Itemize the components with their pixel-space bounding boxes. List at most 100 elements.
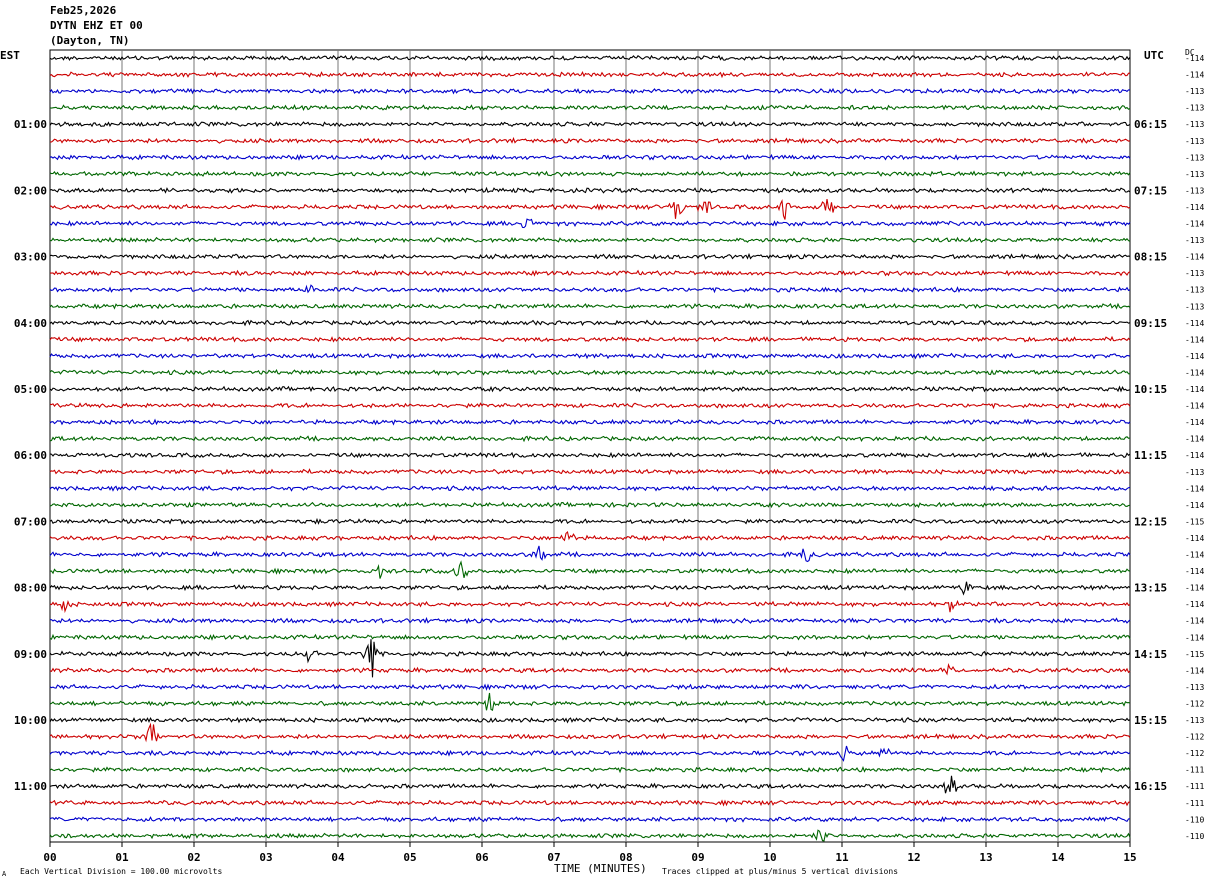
dc-offset-label: -113 bbox=[1185, 269, 1204, 278]
right-hour-label: 15:15 bbox=[1134, 714, 1167, 727]
trace-row bbox=[49, 633, 1131, 641]
dc-offset-label: -114 bbox=[1185, 666, 1204, 675]
trace-row bbox=[49, 683, 1131, 691]
x-tick-label: 11 bbox=[835, 851, 849, 864]
x-tick-label: 03 bbox=[259, 851, 272, 864]
dc-offset-label: -114 bbox=[1185, 567, 1204, 576]
dc-offset-label: -114 bbox=[1185, 435, 1204, 444]
left-hour-label: 02:00 bbox=[14, 184, 47, 197]
trace-row bbox=[50, 616, 1131, 625]
x-tick-label: 10 bbox=[763, 851, 776, 864]
right-hour-label: 07:15 bbox=[1134, 184, 1167, 197]
trace-row bbox=[49, 599, 1131, 614]
dc-offset-label: -113 bbox=[1185, 87, 1204, 96]
trace-row bbox=[49, 54, 1131, 62]
x-tick-label: 14 bbox=[1051, 851, 1065, 864]
dc-offset-label: -114 bbox=[1185, 335, 1204, 344]
trace-row bbox=[49, 501, 1131, 509]
trace-row bbox=[49, 692, 1131, 712]
x-tick-label: 08 bbox=[619, 851, 632, 864]
dc-offset-label: -114 bbox=[1185, 253, 1204, 262]
trace-row bbox=[49, 639, 1131, 678]
dc-offset-label: -110 bbox=[1185, 815, 1204, 824]
trace-row bbox=[49, 87, 1130, 95]
x-tick-label: 09 bbox=[691, 851, 704, 864]
left-hour-label: 09:00 bbox=[14, 648, 47, 661]
x-tick-label: 05 bbox=[403, 851, 416, 864]
left-hour-label: 08:00 bbox=[14, 582, 47, 595]
dc-offset-label: -115 bbox=[1185, 517, 1204, 526]
trace-row bbox=[49, 252, 1131, 261]
dc-offset-label: -114 bbox=[1185, 368, 1204, 377]
left-hour-label: 07:00 bbox=[14, 515, 47, 528]
right-hour-label: 10:15 bbox=[1134, 383, 1167, 396]
dc-offset-label: -113 bbox=[1185, 302, 1204, 311]
x-tick-label: 01 bbox=[115, 851, 129, 864]
trace-row bbox=[49, 468, 1130, 476]
x-tick-label: 06 bbox=[475, 851, 489, 864]
trace-row bbox=[49, 829, 1131, 842]
dc-offset-label: -111 bbox=[1185, 782, 1204, 791]
dc-offset-label: -113 bbox=[1185, 153, 1204, 162]
dc-offset-label: -111 bbox=[1185, 766, 1204, 775]
trace-row bbox=[49, 120, 1131, 128]
trace-row bbox=[49, 418, 1131, 426]
trace-row bbox=[49, 745, 1131, 762]
dc-offset-label: -112 bbox=[1185, 749, 1204, 758]
clip-note: Traces clipped at plus/minus 5 vertical … bbox=[662, 867, 899, 876]
dc-offset-label: -114 bbox=[1185, 402, 1204, 411]
trace-row bbox=[49, 302, 1131, 310]
dc-offset-label: -110 bbox=[1185, 832, 1204, 841]
trace-row bbox=[49, 581, 1131, 596]
dc-offset-label: -114 bbox=[1185, 451, 1204, 460]
right-hour-label: 11:15 bbox=[1134, 449, 1167, 462]
trace-row bbox=[49, 799, 1131, 807]
dc-offset-label: -114 bbox=[1185, 71, 1204, 80]
dc-offset-label: -112 bbox=[1185, 699, 1204, 708]
dc-offset-label: -113 bbox=[1185, 120, 1204, 129]
dc-offset-label: -113 bbox=[1185, 170, 1204, 179]
right-hour-label: 09:15 bbox=[1134, 317, 1167, 330]
trace-row bbox=[49, 517, 1131, 525]
right-axis-title: UTC bbox=[1144, 49, 1164, 62]
x-tick-label: 13 bbox=[979, 851, 992, 864]
x-axis-title: TIME (MINUTES) bbox=[554, 862, 647, 875]
x-tick-label: 07 bbox=[547, 851, 560, 864]
dc-offset-label: -114 bbox=[1185, 600, 1204, 609]
trace-row bbox=[49, 766, 1131, 774]
dc-offset-label: -114 bbox=[1185, 551, 1204, 560]
trace-row bbox=[49, 170, 1131, 178]
dc-offset-label: -114 bbox=[1185, 584, 1204, 593]
dc-offset-label: -113 bbox=[1185, 716, 1204, 725]
trace-row bbox=[49, 545, 1131, 563]
right-hour-label: 14:15 bbox=[1134, 648, 1167, 661]
left-axis-title: EST bbox=[0, 49, 20, 62]
dc-offset-label: -114 bbox=[1185, 352, 1204, 361]
dc-offset-label: -114 bbox=[1185, 203, 1204, 212]
right-hour-label: 08:15 bbox=[1134, 251, 1167, 264]
left-hour-label: 11:00 bbox=[14, 780, 47, 793]
dc-offset-label: -113 bbox=[1185, 186, 1204, 195]
trace-row bbox=[49, 402, 1131, 410]
dc-offset-label: -113 bbox=[1185, 104, 1204, 113]
left-hour-label: 01:00 bbox=[14, 118, 47, 131]
dc-offset-label: -114 bbox=[1185, 633, 1204, 642]
trace-row bbox=[49, 385, 1131, 393]
dc-offset-label: -114 bbox=[1185, 617, 1204, 626]
dc-offset-label: -113 bbox=[1185, 286, 1204, 295]
x-tick-label: 04 bbox=[331, 851, 345, 864]
dc-offset-label: -113 bbox=[1185, 683, 1204, 692]
right-hour-label: 16:15 bbox=[1134, 780, 1167, 793]
left-hour-label: 06:00 bbox=[14, 449, 47, 462]
trace-row bbox=[49, 352, 1131, 360]
trace-row bbox=[49, 198, 1131, 220]
header-station: DYTN EHZ ET 00 bbox=[50, 19, 143, 32]
trace-row bbox=[49, 775, 1131, 794]
trace-row bbox=[49, 153, 1131, 161]
dc-offset-label: -114 bbox=[1185, 418, 1204, 427]
trace-row bbox=[49, 284, 1131, 294]
dc-offset-label: -113 bbox=[1185, 236, 1204, 245]
trace-row bbox=[49, 369, 1131, 376]
left-hour-label: 04:00 bbox=[14, 317, 47, 330]
